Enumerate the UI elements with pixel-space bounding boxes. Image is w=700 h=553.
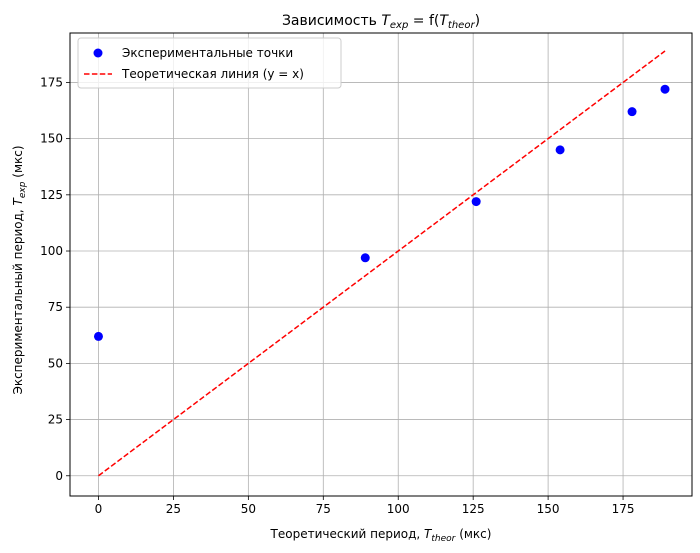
series-line-theoretical — [98, 50, 666, 477]
x-axis-label: Теоретический период, Ttheor (мкс) — [270, 527, 492, 544]
x-tick-label: 50 — [241, 502, 256, 516]
y-tick-label: 50 — [48, 356, 63, 370]
data-point — [93, 331, 103, 341]
y-tick-label: 175 — [40, 75, 63, 89]
y-tick-label: 150 — [40, 132, 63, 146]
plot-frame — [69, 32, 693, 497]
x-tick-label: 0 — [95, 502, 103, 516]
plot-series — [93, 50, 670, 477]
x-tick-label: 25 — [166, 502, 181, 516]
y-tick-label: 100 — [40, 244, 63, 258]
data-point — [471, 197, 481, 207]
legend-box — [77, 37, 342, 89]
data-point — [360, 253, 370, 263]
legend-marker-experimental — [93, 48, 103, 58]
data-point — [627, 107, 637, 117]
data-point — [660, 84, 670, 94]
y-tick-label: 25 — [48, 413, 63, 427]
y-tick-label: 75 — [48, 300, 63, 314]
legend-label-experimental: Экспериментальные точки — [122, 46, 293, 60]
x-tick-label: 150 — [537, 502, 560, 516]
legend: Экспериментальные точки Теоретическая ли… — [77, 37, 342, 89]
y-tick-label: 0 — [55, 469, 63, 483]
legend-label-theoretical: Теоретическая линия (y = x) — [121, 67, 304, 81]
y-tick-label: 125 — [40, 188, 63, 202]
x-tick-label: 125 — [462, 502, 485, 516]
chart-title: Зависимость Texp = f(Ttheor) — [282, 13, 480, 31]
x-tick-label: 175 — [612, 502, 635, 516]
data-point — [555, 145, 565, 155]
grid — [70, 33, 692, 496]
x-tick-label: 100 — [387, 502, 410, 516]
y-axis-label: Экспериментальный период, Texp (мкс) — [11, 145, 28, 394]
x-tick-label: 75 — [316, 502, 331, 516]
axis-ticks: 0 25 50 75 100 125 150 175 0 25 50 75 100 125 150 175 — [40, 75, 634, 516]
